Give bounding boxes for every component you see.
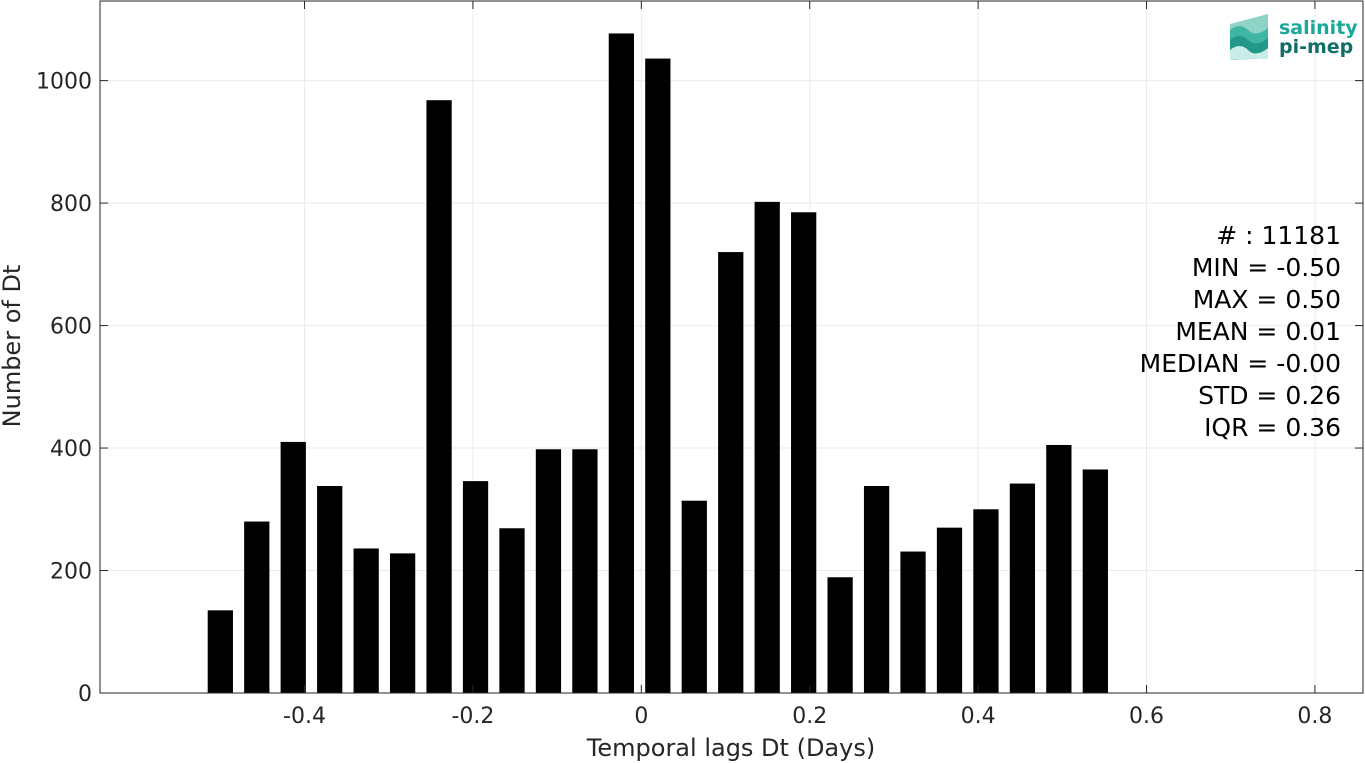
histogram-bar — [572, 449, 598, 693]
histogram-bar — [535, 449, 562, 693]
histogram-bar — [645, 58, 671, 694]
histogram-bar — [827, 577, 853, 693]
x-tick-label: -0.4 — [283, 704, 326, 729]
stats-box: # : 11181 MIN = -0.50 MAX = 0.50 MEAN = 0.0… — [1140, 221, 1341, 442]
histogram-bar — [608, 33, 634, 693]
histogram-bar — [499, 528, 525, 693]
histogram-bar — [317, 486, 343, 693]
logo-text-pi-mep: pi-mep — [1279, 36, 1353, 58]
histogram-bar — [353, 548, 379, 693]
x-axis-ticks: -0.4 -0.2 0 0.2 0.4 0.6 0.8 — [283, 1, 1332, 729]
bars — [207, 33, 1108, 694]
histogram-bar — [462, 481, 489, 693]
histogram-bar — [1082, 469, 1108, 693]
histogram-bar — [280, 441, 306, 693]
histogram-bar — [426, 100, 452, 693]
y-tick-label: 0 — [78, 682, 92, 707]
y-tick-label: 200 — [50, 560, 92, 585]
stat-line: # : 11181 — [1216, 221, 1341, 250]
x-tick-label: -0.2 — [451, 704, 494, 729]
stat-line: MIN = -0.50 — [1192, 253, 1341, 282]
histogram-bar — [973, 509, 999, 693]
histogram-bar — [863, 486, 890, 693]
stat-line: STD = 0.26 — [1198, 381, 1341, 410]
histogram-bar — [244, 521, 270, 693]
stat-line: MEDIAN = -0.00 — [1140, 349, 1341, 378]
histogram-bar — [936, 527, 963, 693]
histogram-bar — [791, 212, 817, 693]
histogram-bar — [900, 551, 926, 693]
y-axis-label: Number of Dt — [0, 265, 26, 428]
y-tick-label: 400 — [50, 437, 92, 462]
x-tick-label: 0.2 — [792, 704, 827, 729]
stat-line: MAX = 0.50 — [1193, 285, 1341, 314]
logo-text-salinity: salinity — [1279, 17, 1358, 39]
x-tick-label: 0.8 — [1297, 704, 1332, 729]
stat-line: MEAN = 0.01 — [1175, 317, 1341, 346]
y-axis-ticks: 0 200 400 600 800 1000 — [36, 70, 1363, 707]
x-axis-label: Temporal lags Dt (Days) — [586, 734, 875, 762]
histogram-bar — [681, 500, 707, 693]
x-tick-label: 0.4 — [961, 704, 996, 729]
histogram-bar — [389, 553, 416, 693]
histogram-bar — [207, 610, 233, 693]
histogram-bar — [754, 201, 780, 694]
histogram-bar — [1009, 483, 1036, 693]
stat-line: IQR = 0.36 — [1204, 413, 1341, 442]
y-tick-label: 800 — [50, 192, 92, 217]
plot-frame — [99, 0, 1364, 694]
y-tick-label: 600 — [50, 315, 92, 340]
x-tick-label: 0.6 — [1129, 704, 1164, 729]
salinity-pi-mep-logo: salinity pi-mep — [1230, 14, 1358, 60]
histogram-bar — [718, 252, 744, 693]
histogram-bar — [1046, 444, 1072, 693]
wave-logo-icon — [1230, 14, 1268, 60]
x-tick-label: 0 — [634, 704, 648, 729]
y-tick-label: 1000 — [36, 70, 92, 95]
